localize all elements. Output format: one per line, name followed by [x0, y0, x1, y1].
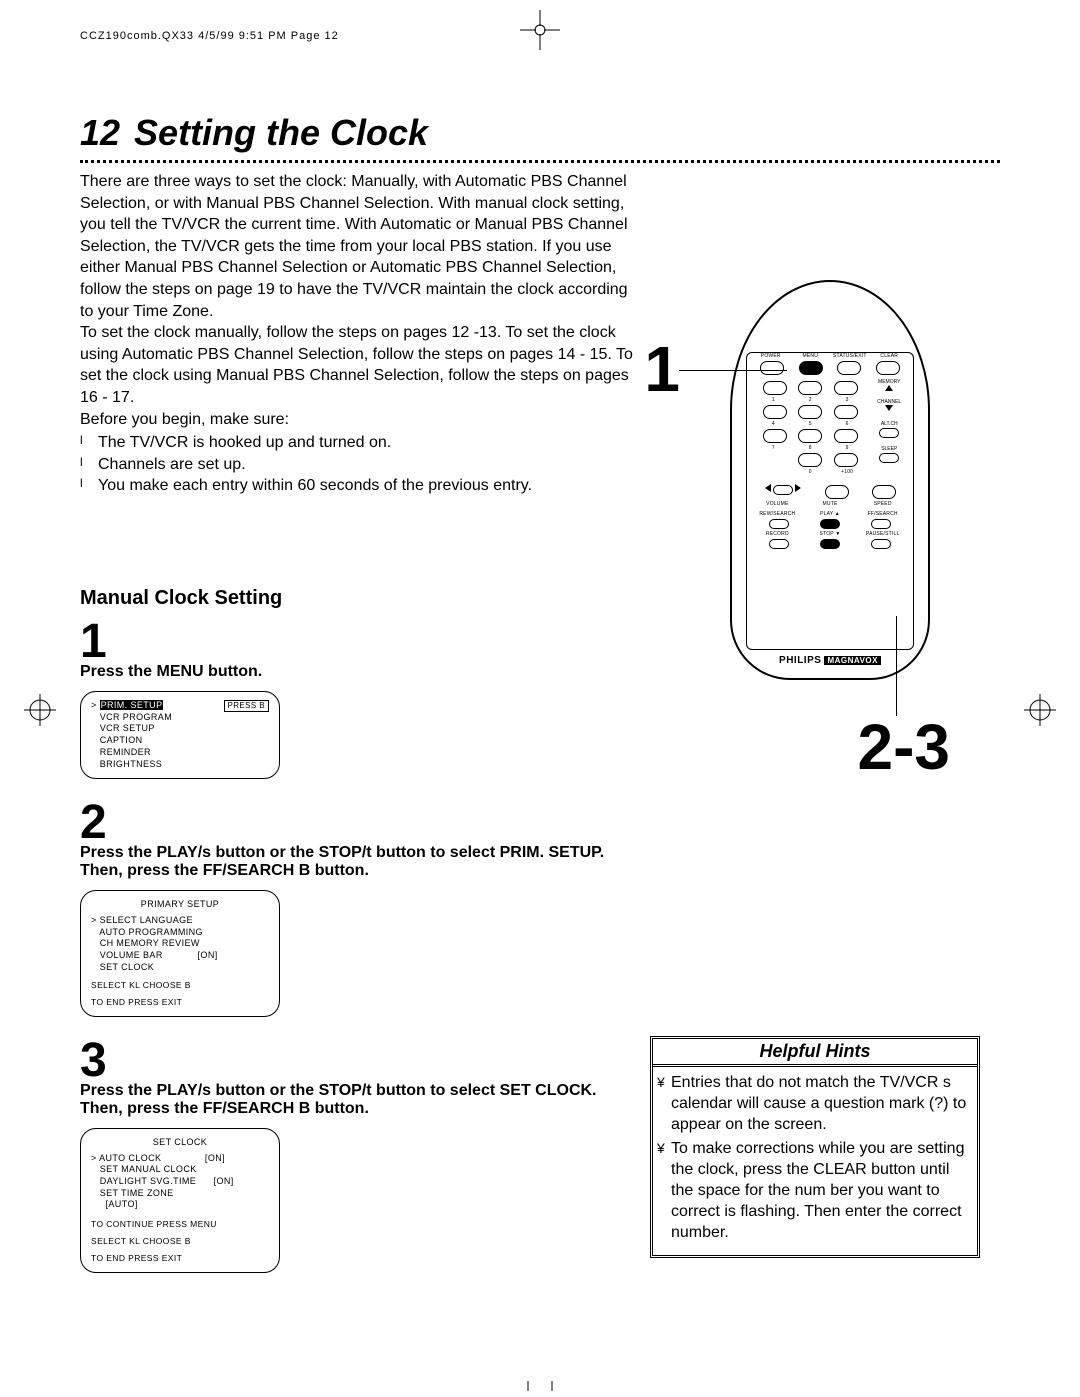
- vol-up[interactable]: [795, 484, 801, 492]
- vol-button[interactable]: [773, 485, 793, 495]
- hint-1: Entries that do not match the TV/VCR s c…: [671, 1073, 969, 1135]
- before-begin: Before you begin, make sure:: [80, 409, 640, 431]
- record-button[interactable]: [769, 539, 789, 549]
- screen-menu-1: PRESS B > PRIM. SETUP VCR PROGRAM VCR SE…: [80, 691, 280, 779]
- page-number: 12: [80, 112, 120, 154]
- helpful-hints-box: Helpful Hints Entries that do not match …: [650, 1036, 980, 1258]
- stop-button[interactable]: [820, 539, 840, 549]
- num-2[interactable]: [798, 381, 822, 395]
- pressb-box: PRESS B: [224, 700, 269, 712]
- mute-button[interactable]: [825, 485, 849, 499]
- clear-button[interactable]: [876, 361, 900, 375]
- num-7[interactable]: [763, 429, 787, 443]
- altch-button[interactable]: [879, 428, 899, 438]
- num-3[interactable]: [834, 381, 858, 395]
- remote-brand: PHILIPSMAGNAVOX: [732, 655, 928, 666]
- callout-2-3: 2-3: [858, 710, 951, 784]
- power-button[interactable]: [760, 361, 784, 375]
- intro-para-2: To set the clock manually, follow the st…: [80, 322, 640, 408]
- num-1[interactable]: [763, 381, 787, 395]
- callout-1-line: [679, 370, 787, 371]
- remote-diagram: POWER MENU STATUS/EXIT CLEAR: [700, 280, 960, 680]
- rew-button[interactable]: [769, 519, 789, 529]
- channel-down[interactable]: [885, 405, 893, 411]
- num-4[interactable]: [763, 405, 787, 419]
- sleep-button[interactable]: [879, 453, 899, 463]
- channel-up[interactable]: [885, 385, 893, 391]
- pause-button[interactable]: [871, 539, 891, 549]
- vol-down[interactable]: [765, 484, 771, 492]
- hint-2: To make corrections while you are settin…: [671, 1139, 969, 1243]
- ff-button[interactable]: [871, 519, 891, 529]
- num-9[interactable]: [834, 429, 858, 443]
- page-title: Setting the Clock: [134, 112, 428, 154]
- reg-mark-left: [20, 690, 60, 730]
- screen-menu-2: PRIMARY SETUP > SELECT LANGUAGE AUTO PRO…: [80, 890, 280, 1016]
- num-8[interactable]: [798, 429, 822, 443]
- helpful-hints-title: Helpful Hints: [760, 1039, 871, 1063]
- num-6[interactable]: [834, 405, 858, 419]
- play-button[interactable]: [820, 519, 840, 529]
- num-0[interactable]: [798, 453, 822, 467]
- screen-menu-3: SET CLOCK > AUTO CLOCK [ON] SET MANUAL C…: [80, 1128, 280, 1273]
- menu-button[interactable]: [799, 361, 823, 375]
- reg-mark-right: [1020, 690, 1060, 730]
- callout-23-line: [896, 616, 897, 716]
- num-plus100[interactable]: [834, 453, 858, 467]
- callout-1: 1: [644, 332, 680, 406]
- step-3-title: Press the PLAY/s button or the STOP/t bu…: [80, 1082, 640, 1118]
- step-2-title: Press the PLAY/s button or the STOP/t bu…: [80, 844, 640, 880]
- speed-button[interactable]: [872, 485, 896, 499]
- step-2-num: 2: [80, 801, 1000, 844]
- crop-mark-top: [520, 10, 560, 50]
- intro-para-1: There are three ways to set the clock: M…: [80, 171, 640, 322]
- title-rule: [80, 160, 1000, 163]
- status-exit-button[interactable]: [837, 361, 861, 375]
- crop-mark-bottom: [520, 1371, 560, 1391]
- num-5[interactable]: [798, 405, 822, 419]
- step-1-title: Press the MENU button.: [80, 663, 640, 681]
